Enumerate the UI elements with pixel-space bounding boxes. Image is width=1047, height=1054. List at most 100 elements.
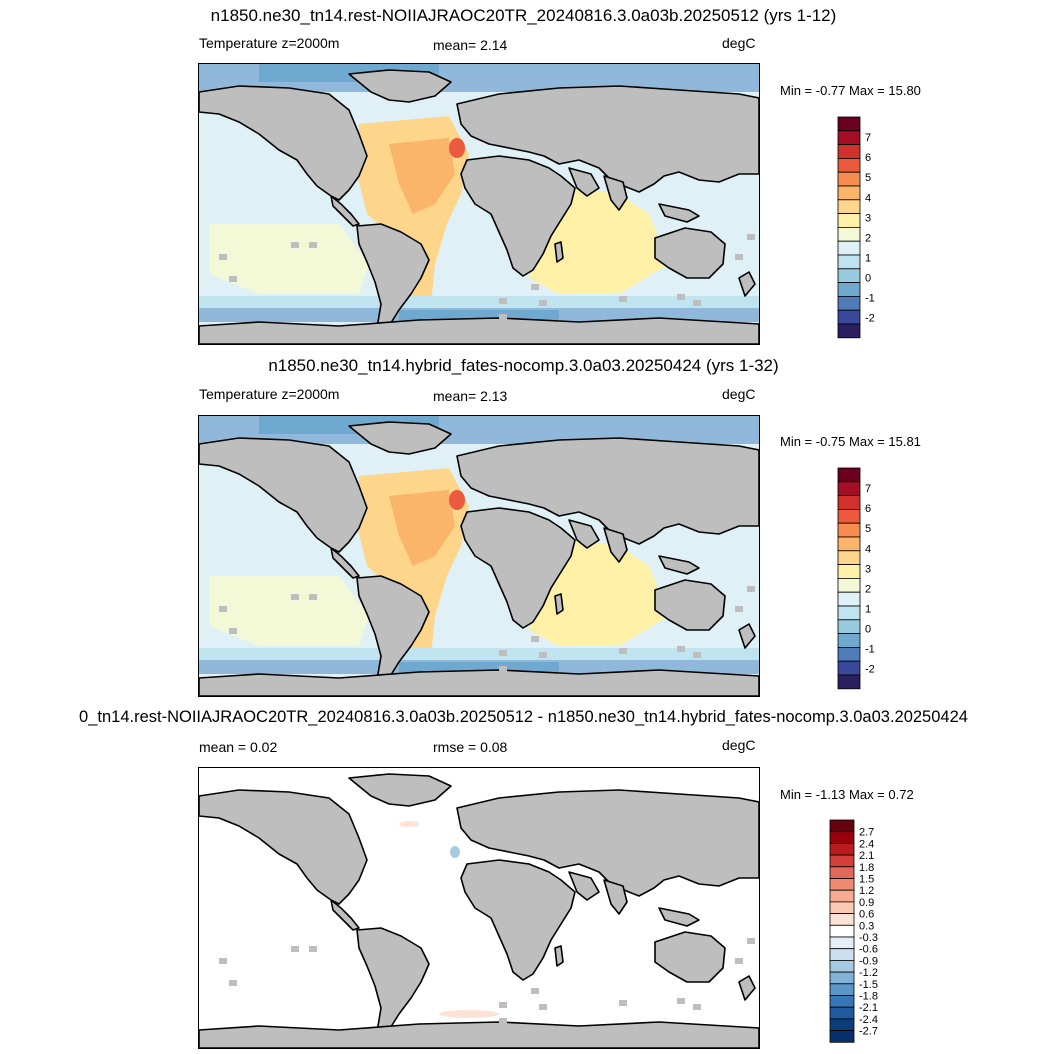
colorbar-label: -0.6 <box>859 944 878 956</box>
colorbar-label: 2.4 <box>859 838 874 850</box>
colorbar: 7 6 5 4 3 2 1 0 -1 -2 <box>837 467 900 693</box>
colorbar-label: -1.5 <box>859 979 878 991</box>
variable-label: Temperature z=2000m <box>199 386 340 402</box>
colorbar-label: 0 <box>865 273 871 285</box>
colorbar-label: 1 <box>865 253 871 265</box>
colorbar-swatch <box>829 831 855 844</box>
colorbar-swatch <box>829 1006 855 1020</box>
colorbar-swatch <box>837 144 861 159</box>
colorbar-label: 6 <box>865 503 871 515</box>
colorbar-label: 5 <box>865 523 871 535</box>
min-max-label: Min = -0.77 Max = 15.80 <box>780 83 921 98</box>
colorbar-swatch <box>829 819 855 833</box>
mean-label: mean= 2.13 <box>433 388 508 404</box>
colorbar-swatch <box>837 227 861 242</box>
colorbar-label: -0.9 <box>859 955 878 967</box>
mean-label: mean= 2.14 <box>433 37 508 53</box>
colorbar-swatch <box>837 522 861 538</box>
colorbar: 2.7 2.4 2.1 1.8 1.5 1.2 0.9 0.6 0.3 -0.3 -0.6 -0.9-… <box>829 819 894 1046</box>
colorbar-swatch <box>837 268 861 284</box>
colorbar-label: 2.7 <box>859 827 874 839</box>
colorbar-label: -1.2 <box>859 967 878 979</box>
colorbar-swatch <box>837 282 861 297</box>
colorbar-swatch <box>829 948 855 961</box>
panel-title: 0_tn14.rest-NOIIAJRAOC20TR_20240816.3.0a… <box>79 708 968 726</box>
colorbar-swatch <box>837 240 861 256</box>
colorbar-swatch <box>837 116 861 132</box>
colorbar-swatch <box>829 1018 855 1031</box>
panel-title: n1850.ne30_tn14.hybrid_fates-nocomp.3.0a… <box>268 356 779 375</box>
colorbar-label: -2 <box>865 664 875 676</box>
colorbar-label: 0.6 <box>859 909 874 921</box>
colorbar-label: -0.3 <box>859 932 878 944</box>
colorbar-swatch <box>837 130 861 146</box>
colorbar-label: 1.8 <box>859 862 874 874</box>
colorbar-swatch <box>829 936 855 950</box>
colorbar-swatch <box>829 866 855 879</box>
colorbar-swatch <box>837 550 861 566</box>
unit-label: degC <box>722 35 756 51</box>
colorbar-swatch <box>829 924 855 938</box>
colorbar-swatch <box>829 995 855 1008</box>
colorbar-swatch <box>837 509 861 524</box>
colorbar-label: -1 <box>865 644 875 656</box>
colorbar-swatch <box>837 619 861 635</box>
unit-label: degC <box>722 737 756 753</box>
colorbar-swatch <box>837 536 861 552</box>
difference-map <box>198 767 760 1049</box>
colorbar-swatch <box>837 495 861 510</box>
panel-title: n1850.ne30_tn14.rest-NOIIAJRAOC20TR_2024… <box>210 6 837 25</box>
colorbar-swatch <box>829 983 855 996</box>
colorbar-label: 0 <box>865 624 871 636</box>
colorbar-swatch <box>837 481 861 497</box>
colorbar-swatch <box>837 171 861 187</box>
colorbar-swatch <box>829 1030 855 1043</box>
colorbar-swatch <box>837 633 861 648</box>
colorbar-label: -2.4 <box>859 1014 878 1026</box>
colorbar-label: -1.8 <box>859 991 878 1003</box>
colorbar-label: 0.9 <box>859 897 874 909</box>
colorbar-swatch <box>829 913 855 926</box>
colorbar-label: -2.1 <box>859 1002 878 1014</box>
colorbar-label: -1 <box>865 293 875 305</box>
colorbar-swatch <box>829 842 855 856</box>
min-max-label: Min = -1.13 Max = 0.72 <box>780 787 914 802</box>
colorbar-swatch <box>837 185 861 201</box>
colorbar-label: 4 <box>865 543 871 555</box>
min-max-label: Min = -0.75 Max = 15.81 <box>780 434 921 449</box>
colorbar-swatch <box>837 467 861 483</box>
colorbar-swatch <box>829 901 855 915</box>
colorbar-label: 1.2 <box>859 885 874 897</box>
colorbar-swatch <box>837 564 861 579</box>
colorbar-swatch <box>829 854 855 868</box>
colorbar-swatch <box>829 878 855 891</box>
colorbar-label: 5 <box>865 172 871 184</box>
colorbar-label: 7 <box>865 483 871 495</box>
colorbar-label: 1.5 <box>859 874 874 886</box>
colorbar-swatch <box>837 295 861 311</box>
mean-label: mean = 0.02 <box>199 739 278 755</box>
unit-label: degC <box>722 386 756 402</box>
colorbar-label: 7 <box>865 132 871 144</box>
colorbar-label: 2.1 <box>859 850 874 862</box>
colorbar-swatch <box>837 578 861 593</box>
colorbar-swatch <box>837 254 861 270</box>
colorbar-swatch <box>837 605 861 621</box>
colorbar-swatch <box>837 323 861 339</box>
colorbar-label: 3 <box>865 563 871 575</box>
colorbar-label: 4 <box>865 192 871 204</box>
colorbar-swatch <box>829 959 855 973</box>
colorbar-label: 3 <box>865 212 871 224</box>
temperature-map <box>198 63 760 345</box>
colorbar-swatch <box>829 889 855 903</box>
colorbar-label: -2.7 <box>859 1026 878 1038</box>
colorbar-label: 6 <box>865 152 871 164</box>
colorbar-swatch <box>837 660 861 676</box>
colorbar-label: 2 <box>865 583 871 595</box>
colorbar-label: 1 <box>865 604 871 616</box>
colorbar: 7 6 5 4 3 2 1 0 -1 -2 <box>837 116 900 342</box>
colorbar-swatch <box>837 646 861 662</box>
colorbar-swatch <box>837 674 861 690</box>
colorbar-swatch <box>837 158 861 173</box>
colorbar-swatch <box>837 591 861 607</box>
